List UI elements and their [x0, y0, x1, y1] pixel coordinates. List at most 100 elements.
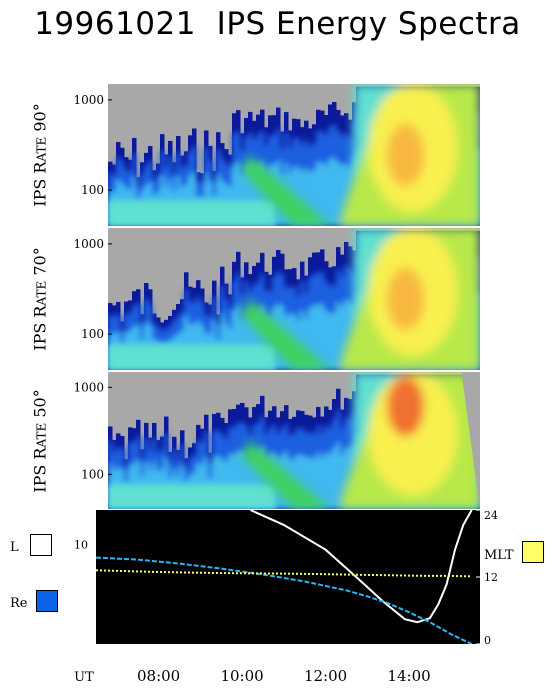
low-energy-band: [108, 200, 276, 226]
orbit-lines: [96, 510, 473, 644]
band-cyan: [312, 170, 317, 226]
right-axis-tick-label: 0: [484, 634, 491, 647]
ylabel-angle: 70°: [30, 247, 50, 281]
legend-label: MLT: [484, 548, 514, 563]
band-cyan: [244, 453, 249, 509]
right-axis-tick-label: 24: [484, 509, 498, 522]
band-cyan: [324, 310, 329, 370]
panel-ylabel: IPS RATE 50°: [31, 389, 50, 492]
band-cyan: [328, 159, 333, 226]
heatmap-panel-2: [108, 372, 480, 509]
band-cyan: [256, 451, 261, 509]
band-cyan: [232, 310, 237, 370]
band-cyan: [236, 162, 241, 226]
band-cyan: [300, 310, 305, 370]
low-energy-band: [108, 344, 276, 370]
band-cyan: [228, 454, 233, 509]
band-cyan: [328, 454, 333, 509]
band-cyan: [320, 303, 325, 370]
band-cyan: [220, 458, 225, 509]
x-tick-label: 10:00: [220, 667, 263, 685]
y-tick-label: 100: [81, 467, 104, 481]
band-cyan: [248, 163, 253, 226]
band-cyan: [236, 305, 241, 370]
hot-orange: [387, 376, 425, 437]
band-cyan: [220, 313, 225, 370]
band-cyan: [336, 162, 341, 226]
ylabel-angle: 90°: [30, 103, 50, 137]
x-axis-label: UT: [74, 670, 94, 685]
band-cyan: [300, 455, 305, 509]
band-cyan: [340, 454, 345, 509]
legend-swatch: [30, 534, 52, 556]
ylabel-main: IPS R: [30, 305, 50, 351]
chart-title: 19961021 IPS Energy Spectra: [34, 6, 521, 42]
band-cyan: [212, 456, 217, 509]
band-cyan: [244, 310, 249, 370]
legend-label: L: [10, 540, 19, 555]
band-cyan: [252, 168, 257, 226]
ylabel-small-caps: ATE: [34, 280, 49, 306]
y-tick-label: 1000: [73, 93, 104, 107]
band-cyan: [236, 451, 241, 509]
band-cyan: [312, 458, 317, 509]
series-line-l: [249, 510, 473, 624]
band-cyan: [304, 168, 309, 226]
hot-region: [338, 372, 480, 509]
band-cyan: [308, 457, 313, 509]
band-cyan: [264, 316, 269, 370]
y-tick-label: 1000: [73, 237, 104, 251]
hot-orange: [387, 267, 425, 331]
band-cyan: [312, 305, 317, 370]
band-cyan: [184, 316, 189, 370]
ylabel-small-caps: ATE: [34, 136, 49, 162]
x-tick-label: 14:00: [387, 667, 430, 685]
band-cyan: [308, 172, 313, 226]
heatmap-edge: [461, 372, 480, 509]
band-cyan: [260, 446, 265, 509]
band-cyan: [300, 171, 305, 226]
band-cyan: [336, 302, 341, 370]
band-cyan: [316, 162, 321, 226]
band-cyan: [324, 452, 329, 509]
band-cyan: [320, 458, 325, 509]
band-cyan: [344, 163, 349, 226]
band-cyan: [260, 162, 265, 226]
ylabel-angle: 50°: [30, 388, 50, 423]
band-cyan: [260, 305, 265, 370]
y-tick-label: 1000: [73, 380, 104, 394]
band-cyan: [332, 312, 337, 370]
band-cyan: [240, 450, 245, 509]
band-cyan: [204, 457, 209, 509]
x-tick-label: 08:00: [137, 667, 180, 685]
band-cyan: [336, 442, 341, 509]
band-cyan: [248, 317, 253, 370]
band-cyan: [296, 167, 301, 226]
band-cyan: [316, 305, 321, 370]
heatmap-panel-0: [108, 84, 480, 226]
panel-ylabel: IPS RATE 70°: [31, 247, 50, 350]
band-cyan: [324, 164, 329, 226]
hot-region: [338, 84, 480, 226]
y-tick-label: 100: [81, 183, 104, 197]
band-cyan: [304, 457, 309, 509]
y-tick-label: 100: [81, 327, 104, 341]
band-cyan: [204, 173, 209, 226]
dispersion-feature: [241, 299, 332, 370]
series-line-mlt: [96, 569, 472, 578]
band-cyan: [264, 171, 269, 226]
band-cyan: [256, 310, 261, 370]
band-cyan: [344, 447, 349, 509]
band-cyan: [332, 448, 337, 509]
band-cyan: [232, 164, 237, 226]
band-cyan: [164, 458, 169, 509]
band-cyan: [264, 458, 269, 509]
panel-ylabel: IPS RATE 90°: [31, 103, 50, 206]
low-energy-band: [108, 484, 276, 509]
band-cyan: [304, 318, 309, 370]
band-cyan: [344, 299, 349, 370]
band-cyan: [256, 164, 261, 226]
right-axis-tick-label: 12: [484, 571, 498, 584]
band-cyan: [216, 456, 221, 509]
legend-swatch: [36, 590, 58, 612]
